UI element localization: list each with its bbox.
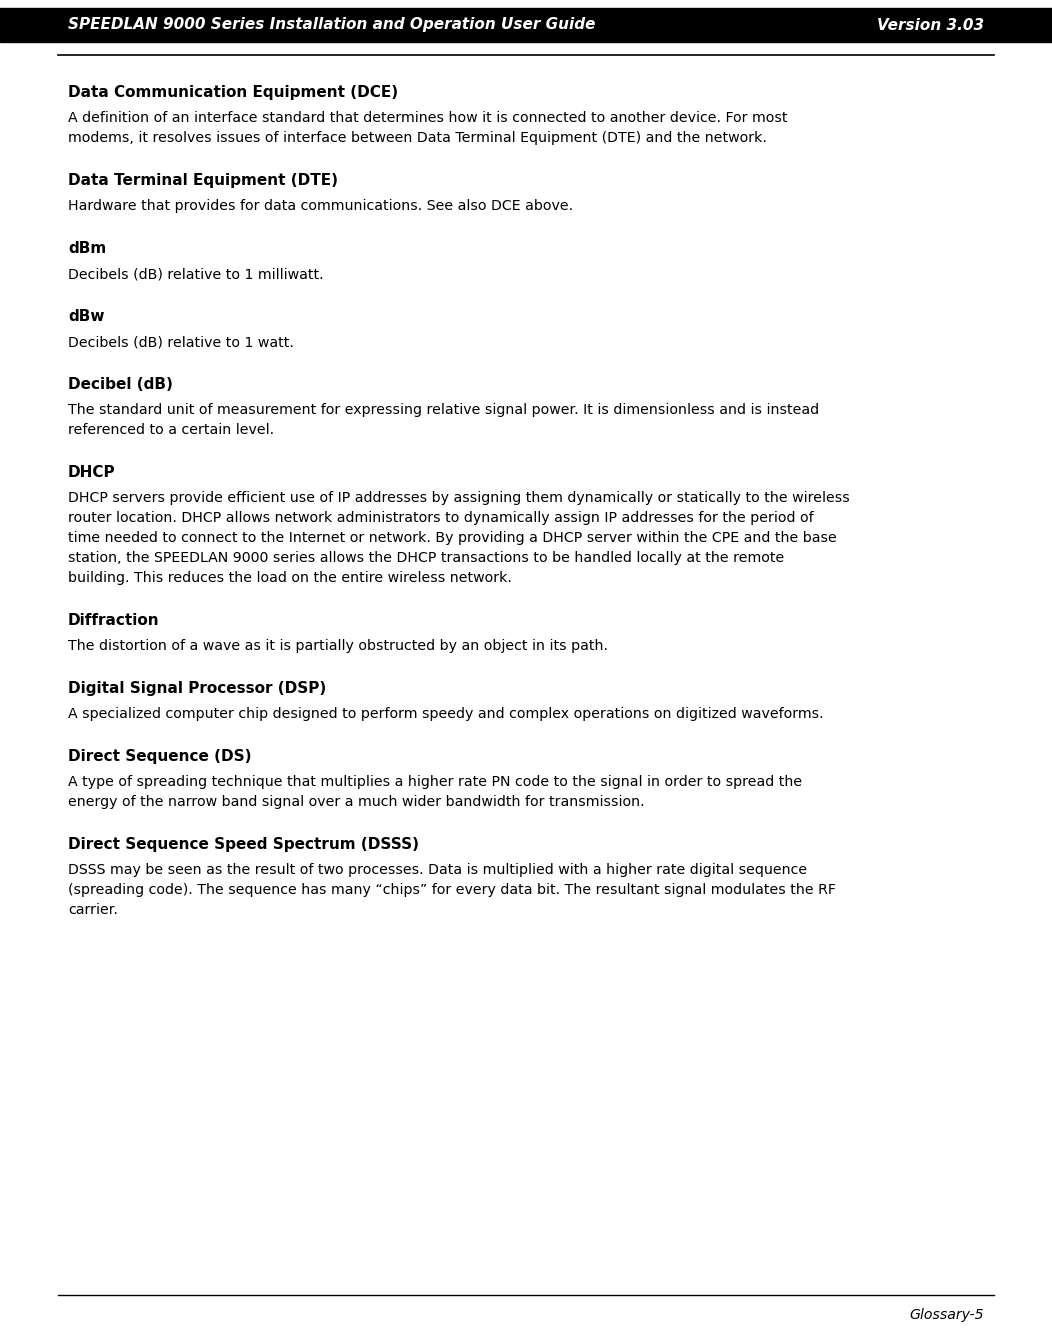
Text: building. This reduces the load on the entire wireless network.: building. This reduces the load on the e… xyxy=(68,571,512,585)
Text: dBw: dBw xyxy=(68,309,104,324)
Text: Decibels (dB) relative to 1 milliwatt.: Decibels (dB) relative to 1 milliwatt. xyxy=(68,267,324,281)
Text: Version 3.03: Version 3.03 xyxy=(877,17,984,32)
Text: Data Communication Equipment (DCE): Data Communication Equipment (DCE) xyxy=(68,85,398,100)
Text: referenced to a certain level.: referenced to a certain level. xyxy=(68,423,275,437)
Text: Diffraction: Diffraction xyxy=(68,613,160,628)
Text: A definition of an interface standard that determines how it is connected to ano: A definition of an interface standard th… xyxy=(68,111,788,125)
Text: DHCP: DHCP xyxy=(68,465,116,480)
Bar xyxy=(0,8,1052,43)
Text: Data Terminal Equipment (DTE): Data Terminal Equipment (DTE) xyxy=(68,173,338,188)
Text: Direct Sequence Speed Spectrum (DSSS): Direct Sequence Speed Spectrum (DSSS) xyxy=(68,837,419,852)
Text: The distortion of a wave as it is partially obstructed by an object in its path.: The distortion of a wave as it is partia… xyxy=(68,639,608,653)
Text: SPEEDLAN 9000 Series Installation and Operation User Guide: SPEEDLAN 9000 Series Installation and Op… xyxy=(68,17,595,32)
Text: carrier.: carrier. xyxy=(68,902,118,917)
Text: Digital Signal Processor (DSP): Digital Signal Processor (DSP) xyxy=(68,681,326,696)
Text: DSSS may be seen as the result of two processes. Data is multiplied with a highe: DSSS may be seen as the result of two pr… xyxy=(68,862,807,877)
Text: time needed to connect to the Internet or network. By providing a DHCP server wi: time needed to connect to the Internet o… xyxy=(68,531,836,545)
Text: station, the SPEEDLAN 9000 series allows the DHCP transactions to be handled loc: station, the SPEEDLAN 9000 series allows… xyxy=(68,551,784,565)
Text: Decibel (dB): Decibel (dB) xyxy=(68,377,173,392)
Text: Direct Sequence (DS): Direct Sequence (DS) xyxy=(68,749,251,764)
Text: Glossary-5: Glossary-5 xyxy=(909,1308,984,1322)
Text: (spreading code). The sequence has many “chips” for every data bit. The resultan: (spreading code). The sequence has many … xyxy=(68,882,836,897)
Text: dBm: dBm xyxy=(68,241,106,256)
Text: Decibels (dB) relative to 1 watt.: Decibels (dB) relative to 1 watt. xyxy=(68,335,294,349)
Text: router location. DHCP allows network administrators to dynamically assign IP add: router location. DHCP allows network adm… xyxy=(68,511,813,525)
Text: Hardware that provides for data communications. See also DCE above.: Hardware that provides for data communic… xyxy=(68,199,573,213)
Text: The standard unit of measurement for expressing relative signal power. It is dim: The standard unit of measurement for exp… xyxy=(68,403,820,417)
Text: modems, it resolves issues of interface between Data Terminal Equipment (DTE) an: modems, it resolves issues of interface … xyxy=(68,131,767,145)
Text: A specialized computer chip designed to perform speedy and complex operations on: A specialized computer chip designed to … xyxy=(68,706,824,721)
Text: A type of spreading technique that multiplies a higher rate PN code to the signa: A type of spreading technique that multi… xyxy=(68,774,802,789)
Text: energy of the narrow band signal over a much wider bandwidth for transmission.: energy of the narrow band signal over a … xyxy=(68,794,645,809)
Text: DHCP servers provide efficient use of IP addresses by assigning them dynamically: DHCP servers provide efficient use of IP… xyxy=(68,491,850,505)
